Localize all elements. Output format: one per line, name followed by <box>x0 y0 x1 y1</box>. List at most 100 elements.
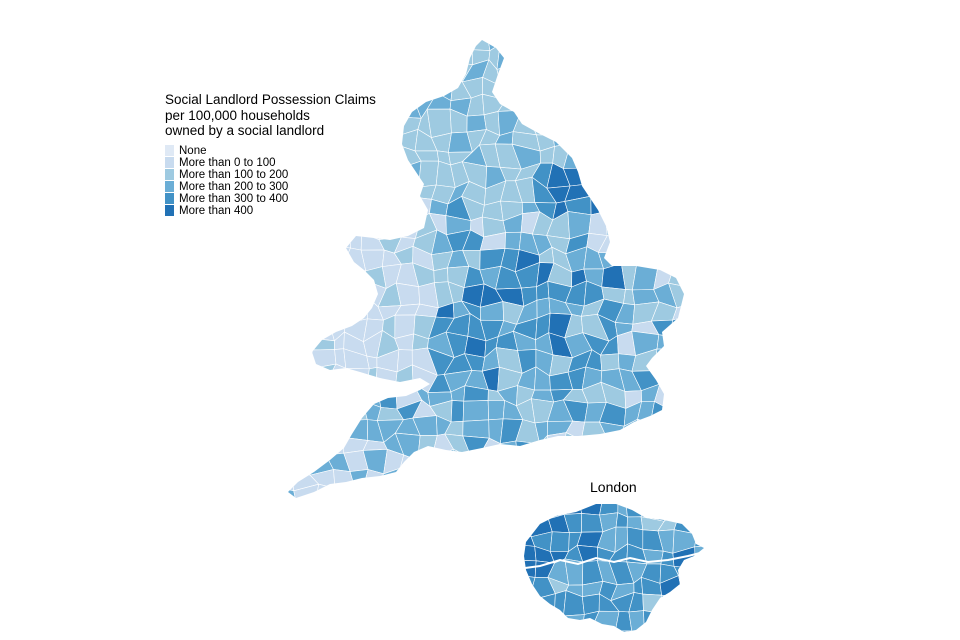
local-authority-area[interactable] <box>462 400 490 422</box>
local-authority-area[interactable] <box>666 433 686 458</box>
local-authority-area[interactable] <box>410 466 434 493</box>
local-authority-area[interactable] <box>466 114 487 133</box>
local-authority-area[interactable] <box>601 458 617 474</box>
local-authority-area[interactable] <box>359 30 388 49</box>
local-authority-area[interactable] <box>395 502 417 527</box>
local-authority-area[interactable] <box>377 202 399 220</box>
local-authority-area[interactable] <box>566 100 591 114</box>
local-authority-area[interactable] <box>518 574 536 602</box>
local-authority-area[interactable] <box>451 500 466 527</box>
local-authority-area[interactable] <box>656 126 676 152</box>
local-authority-area[interactable] <box>315 483 336 508</box>
local-authority-area[interactable] <box>327 420 348 441</box>
local-authority-area[interactable] <box>647 74 675 99</box>
local-authority-area[interactable] <box>702 457 722 474</box>
local-authority-area[interactable] <box>344 213 368 237</box>
local-authority-area[interactable] <box>598 113 621 137</box>
local-authority-area[interactable] <box>657 594 683 615</box>
local-authority-area[interactable] <box>588 211 608 236</box>
local-authority-area[interactable] <box>534 607 556 630</box>
local-authority-area[interactable] <box>479 470 506 489</box>
local-authority-area[interactable] <box>570 487 592 508</box>
local-authority-area[interactable] <box>643 610 663 633</box>
local-authority-area[interactable] <box>706 625 726 640</box>
local-authority-area[interactable] <box>462 500 489 527</box>
local-authority-area[interactable] <box>549 48 570 65</box>
local-authority-area[interactable] <box>376 169 405 184</box>
local-authority-area[interactable] <box>654 109 676 136</box>
local-authority-area[interactable] <box>432 30 448 52</box>
local-authority-area[interactable] <box>293 299 318 320</box>
local-authority-area[interactable] <box>538 62 557 86</box>
local-authority-area[interactable] <box>514 451 538 477</box>
local-authority-area[interactable] <box>652 30 672 52</box>
local-authority-area[interactable] <box>375 112 406 139</box>
local-authority-area[interactable] <box>280 316 304 338</box>
local-authority-area[interactable] <box>395 523 414 540</box>
local-authority-area[interactable] <box>347 68 365 83</box>
local-authority-area[interactable] <box>291 253 315 273</box>
local-authority-area[interactable] <box>580 46 608 68</box>
local-authority-area[interactable] <box>657 612 679 633</box>
local-authority-area[interactable] <box>652 159 678 187</box>
local-authority-area[interactable] <box>683 420 709 441</box>
local-authority-area[interactable] <box>487 400 505 421</box>
local-authority-area[interactable] <box>688 352 702 371</box>
local-authority-area[interactable] <box>496 40 521 70</box>
local-authority-area[interactable] <box>713 511 726 531</box>
local-authority-area[interactable] <box>417 435 438 461</box>
local-authority-area[interactable] <box>530 484 555 510</box>
local-authority-area[interactable] <box>631 433 660 462</box>
local-authority-area[interactable] <box>656 334 675 350</box>
local-authority-area[interactable] <box>678 500 693 515</box>
local-authority-area[interactable] <box>479 453 506 476</box>
local-authority-area[interactable] <box>682 407 710 423</box>
local-authority-area[interactable] <box>665 143 693 165</box>
local-authority-area[interactable] <box>313 30 330 50</box>
local-authority-area[interactable] <box>704 302 722 320</box>
local-authority-area[interactable] <box>445 49 473 66</box>
local-authority-area[interactable] <box>280 522 302 540</box>
local-authority-area[interactable] <box>398 30 419 52</box>
local-authority-area[interactable] <box>518 500 535 518</box>
local-authority-area[interactable] <box>673 509 688 523</box>
local-authority-area[interactable] <box>590 111 604 133</box>
local-authority-area[interactable] <box>700 367 722 391</box>
local-authority-area[interactable] <box>580 439 610 462</box>
local-authority-area[interactable] <box>280 473 295 492</box>
local-authority-area[interactable] <box>620 253 638 264</box>
local-authority-area[interactable] <box>429 525 451 540</box>
local-authority-area[interactable] <box>359 517 386 540</box>
local-authority-area[interactable] <box>280 214 302 240</box>
local-authority-area[interactable] <box>670 336 693 358</box>
local-authority-area[interactable] <box>598 151 624 165</box>
local-authority-area[interactable] <box>500 76 518 101</box>
local-authority-area[interactable] <box>676 621 695 640</box>
local-authority-area[interactable] <box>512 484 536 503</box>
local-authority-area[interactable] <box>362 486 387 503</box>
local-authority-area[interactable] <box>618 80 637 102</box>
local-authority-area[interactable] <box>325 382 347 403</box>
local-authority-area[interactable] <box>691 264 705 288</box>
local-authority-area[interactable] <box>535 30 557 52</box>
local-authority-area[interactable] <box>706 594 726 612</box>
local-authority-area[interactable] <box>617 234 637 255</box>
local-authority-area[interactable] <box>378 210 402 241</box>
local-authority-area[interactable] <box>604 211 622 236</box>
local-authority-area[interactable] <box>518 608 540 630</box>
local-authority-area[interactable] <box>576 625 600 640</box>
local-authority-area[interactable] <box>670 316 693 337</box>
local-authority-area[interactable] <box>666 217 689 241</box>
local-authority-area[interactable] <box>513 76 540 101</box>
local-authority-area[interactable] <box>529 91 557 121</box>
local-authority-area[interactable] <box>496 474 516 493</box>
local-authority-area[interactable] <box>517 501 537 528</box>
local-authority-area[interactable] <box>466 524 488 540</box>
local-authority-area[interactable] <box>280 301 304 320</box>
local-authority-area[interactable] <box>394 80 421 104</box>
local-authority-area[interactable] <box>548 453 565 467</box>
local-authority-area[interactable] <box>394 491 418 508</box>
local-authority-area[interactable] <box>512 473 538 493</box>
local-authority-area[interactable] <box>307 363 337 386</box>
local-authority-area[interactable] <box>688 500 709 524</box>
